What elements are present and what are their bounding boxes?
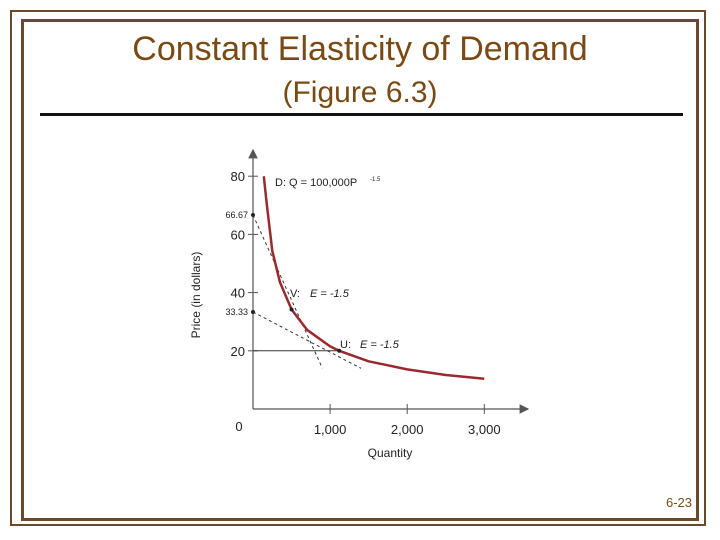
x-tick-label: 2,000 bbox=[391, 422, 424, 437]
y-tick-label: 40 bbox=[231, 286, 245, 301]
point-u bbox=[337, 348, 342, 353]
demand-curve-label: D: Q = 100,000P bbox=[275, 177, 357, 189]
slide-inner-frame bbox=[21, 19, 699, 521]
origin-tick-label: 0 bbox=[235, 419, 242, 434]
point-label-u: U: bbox=[340, 339, 351, 351]
demand-curve-exponent: -1.5 bbox=[370, 177, 381, 183]
slide-subtitle: (Figure 6.3) bbox=[282, 76, 438, 109]
x-axis-label: Quantity bbox=[368, 446, 413, 460]
elasticity-label-u: E = -1.5 bbox=[360, 339, 400, 351]
x-tick-label: 1,000 bbox=[314, 422, 347, 437]
x-tick-label: 3,000 bbox=[468, 422, 501, 437]
y-intercept-label: 33.33 bbox=[225, 307, 248, 317]
title-divider bbox=[40, 113, 683, 116]
y-tick-label: 20 bbox=[231, 344, 245, 359]
point-v bbox=[289, 307, 294, 312]
slide-outer-frame bbox=[10, 10, 706, 526]
slide-title: Constant Elasticity of Demand bbox=[132, 30, 588, 68]
y-intercept-label: 66.67 bbox=[225, 210, 248, 220]
y-axis-label: Price (in dollars) bbox=[189, 252, 203, 339]
slide-page-number: 6-23 bbox=[665, 495, 692, 510]
demand-curve bbox=[262, 176, 485, 380]
y-tick-label: 80 bbox=[231, 169, 245, 184]
point-label-v: V: bbox=[290, 288, 300, 300]
elasticity-label-v: E = -1.5 bbox=[310, 288, 350, 300]
y-tick-label: 60 bbox=[231, 227, 245, 242]
tangent-line bbox=[252, 214, 323, 369]
tangent-line bbox=[252, 311, 362, 369]
